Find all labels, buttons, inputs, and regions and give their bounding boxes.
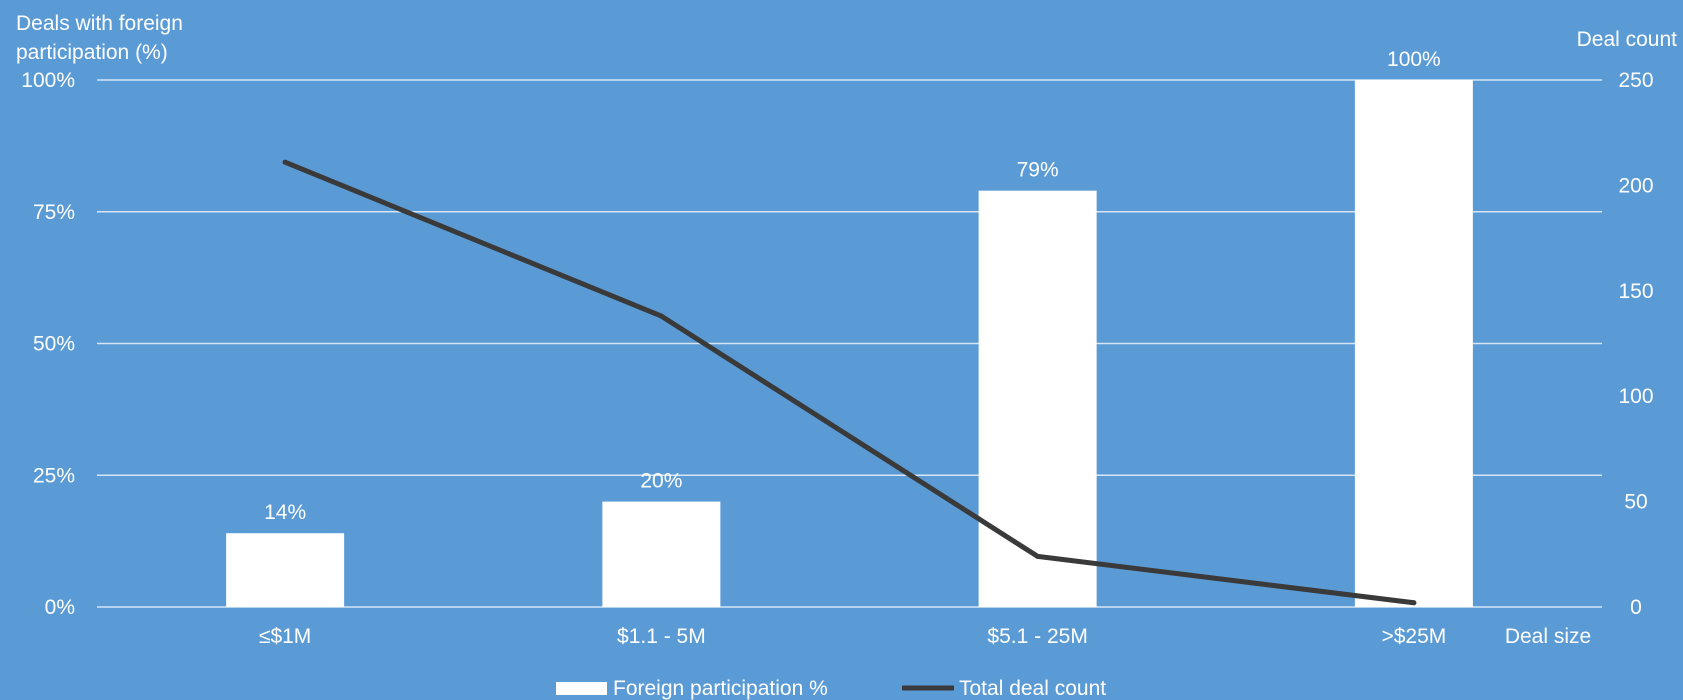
deal-count-point-2 bbox=[1035, 553, 1041, 559]
right-tick-label-50: 50 bbox=[1624, 491, 1647, 514]
bar-value-label-3: 100% bbox=[1387, 48, 1441, 71]
left-tick-label-50: 50% bbox=[33, 333, 75, 356]
left-tick-label-75: 75% bbox=[33, 201, 75, 224]
right-tick-label-150: 150 bbox=[1618, 280, 1653, 303]
left-tick-label-0: 0% bbox=[45, 596, 75, 619]
x-tick-label-0: ≤$1M bbox=[259, 625, 311, 648]
deal-count-point-1 bbox=[658, 313, 664, 319]
data-labels: 14% 20% 79% 100% bbox=[264, 48, 1441, 524]
legend-label-bars: Foreign participation % bbox=[613, 677, 828, 700]
bar-3 bbox=[1354, 80, 1473, 607]
x-tick-label-2: $5.1 - 25M bbox=[987, 625, 1087, 648]
x-tick-label-3: >$25M bbox=[1381, 625, 1446, 648]
x-tick-label-1: $1.1 - 5M bbox=[617, 625, 706, 648]
bar-0 bbox=[226, 533, 345, 607]
right-tick-label-0: 0 bbox=[1630, 596, 1642, 619]
legend-swatch-bars bbox=[556, 682, 607, 695]
bar-value-label-1: 20% bbox=[640, 470, 682, 493]
left-axis-title-line-1: Deals with foreign bbox=[16, 12, 183, 35]
x-axis-title: Deal size bbox=[1505, 625, 1591, 648]
left-tick-label-100: 100% bbox=[21, 69, 75, 92]
left-axis-title-line-2: participation (%) bbox=[16, 41, 168, 64]
deal-count-point-3 bbox=[1411, 600, 1417, 606]
legend-label-line: Total deal count bbox=[959, 677, 1106, 700]
gridlines bbox=[97, 79, 1602, 608]
axes: Deals with foreign participation (%) Dea… bbox=[16, 12, 1677, 648]
left-tick-label-25: 25% bbox=[33, 464, 75, 487]
line-series bbox=[282, 159, 1417, 606]
right-tick-label-100: 100 bbox=[1618, 385, 1653, 408]
bar-1 bbox=[602, 501, 721, 607]
deal-count-point-0 bbox=[282, 159, 288, 165]
bar-value-label-0: 14% bbox=[264, 501, 306, 524]
bar-2 bbox=[978, 190, 1097, 608]
right-tick-label-200: 200 bbox=[1618, 174, 1653, 197]
bar-value-label-2: 79% bbox=[1017, 159, 1059, 182]
right-axis-title: Deal count bbox=[1577, 28, 1678, 51]
deal-count-line bbox=[282, 159, 1417, 606]
legend: Foreign participation % Total deal count bbox=[556, 677, 1106, 700]
right-tick-label-250: 250 bbox=[1618, 69, 1653, 92]
bar-series bbox=[226, 80, 1473, 608]
